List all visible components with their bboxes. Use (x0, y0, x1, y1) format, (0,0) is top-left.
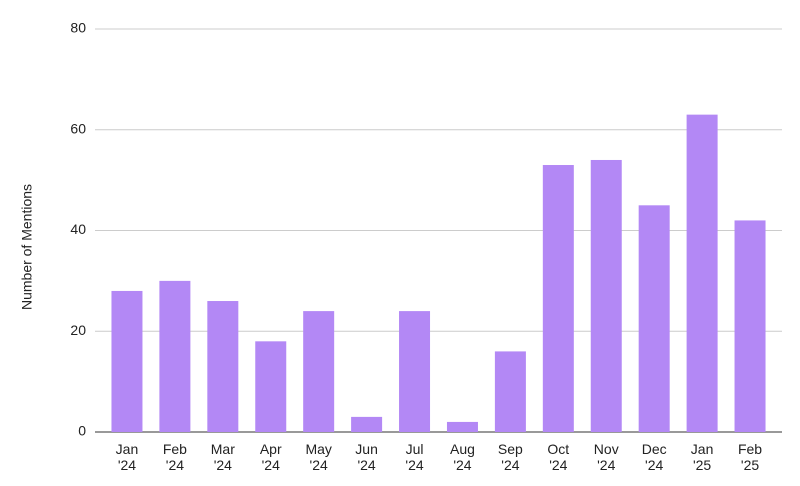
bar (686, 114, 718, 432)
bar (303, 311, 335, 432)
bar (351, 416, 383, 432)
bar (638, 205, 670, 432)
bar (159, 280, 191, 432)
bar (590, 159, 622, 432)
x-tick-label: Feb '25 (737, 441, 763, 473)
x-tick-label: Oct '24 (547, 441, 570, 473)
y-tick-label: 60 (70, 120, 86, 136)
x-tick-label: Sep '24 (497, 441, 523, 473)
x-tick-label: Apr '24 (259, 441, 282, 473)
x-tick-label: May '24 (305, 441, 332, 473)
x-tick-label: Feb '24 (162, 441, 187, 473)
bar (446, 421, 478, 432)
bar (734, 220, 766, 432)
x-tick-label: Mar '24 (210, 441, 235, 473)
bar (494, 351, 526, 432)
bar (207, 301, 239, 432)
y-tick-label: 80 (70, 20, 86, 36)
x-tick-label: Jun '24 (355, 441, 378, 473)
x-tick-label: Aug '24 (449, 441, 475, 473)
x-tick-label: Dec '24 (641, 441, 667, 473)
bar (111, 290, 143, 432)
y-tick-label: 0 (78, 423, 86, 439)
x-tick-label: Nov '24 (593, 441, 619, 473)
x-tick-label: Jan '25 (690, 441, 714, 473)
bar (542, 165, 574, 432)
bar (399, 311, 431, 432)
x-tick-label: Jul '24 (405, 441, 424, 473)
y-axis-label: Number of Mentions (19, 184, 35, 310)
bar (255, 341, 287, 432)
y-tick-label: 40 (70, 221, 86, 237)
x-tick-label: Jan '24 (115, 441, 139, 473)
y-tick-label: 20 (70, 322, 86, 338)
